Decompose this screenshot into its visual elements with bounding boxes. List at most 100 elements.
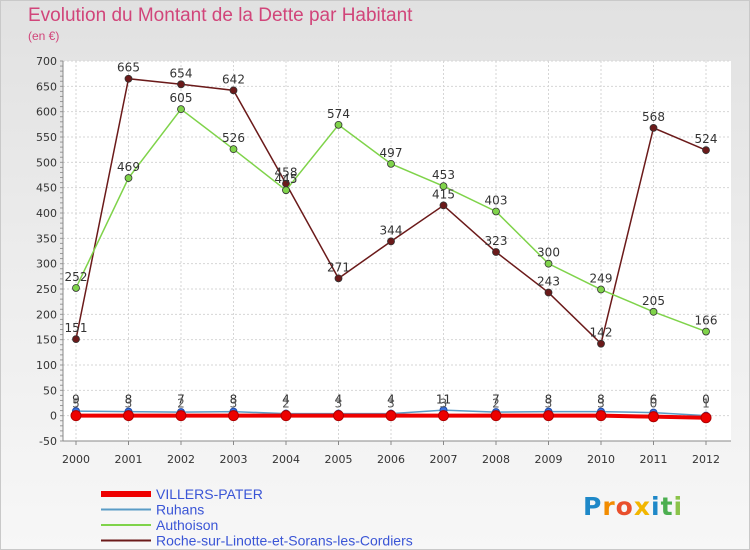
data-point xyxy=(334,274,343,283)
data-point xyxy=(229,145,238,154)
y-tick-label: 100 xyxy=(36,359,57,372)
data-point xyxy=(282,186,290,195)
data-label: 9 xyxy=(72,393,80,407)
data-point xyxy=(123,410,134,422)
data-label: 3 xyxy=(440,397,448,411)
data-label: 469 xyxy=(117,160,140,174)
data-point xyxy=(702,327,710,336)
data-label: 243 xyxy=(537,275,560,289)
x-tick-label: 2002 xyxy=(167,453,195,466)
x-tick-label: 2004 xyxy=(272,453,300,466)
logo-letter: x xyxy=(633,492,651,521)
y-tick-label: 150 xyxy=(36,334,57,347)
logo-letter: i xyxy=(673,492,684,521)
data-point xyxy=(385,410,397,422)
x-tick-label: 2009 xyxy=(535,453,563,466)
data-point xyxy=(492,248,500,256)
data-label: 458 xyxy=(275,166,298,180)
data-point xyxy=(649,123,658,132)
data-label: 453 xyxy=(432,168,455,182)
data-label: 497 xyxy=(380,146,403,160)
data-point xyxy=(70,410,82,422)
data-label: 2 xyxy=(492,397,500,411)
x-tick-label: 2005 xyxy=(325,453,353,466)
data-label: 7 xyxy=(177,393,185,407)
data-label: 3 xyxy=(597,397,605,411)
y-tick-label: 0 xyxy=(50,410,57,423)
data-label: 3 xyxy=(335,397,343,411)
data-point xyxy=(124,74,133,83)
logo-letter: r xyxy=(602,492,616,521)
data-point xyxy=(700,412,712,424)
data-point xyxy=(544,288,553,297)
data-point xyxy=(177,80,185,89)
data-label: 5 xyxy=(72,397,80,411)
data-point xyxy=(544,259,553,268)
data-label: 2 xyxy=(177,397,185,411)
data-label: 4 xyxy=(282,393,290,407)
data-label: 151 xyxy=(65,321,88,335)
data-point xyxy=(490,410,502,422)
data-point xyxy=(438,410,449,422)
data-label: 665 xyxy=(117,61,140,75)
legend-label: Ruhans xyxy=(156,502,204,518)
data-label: 654 xyxy=(170,66,193,80)
data-label: 568 xyxy=(642,110,665,124)
logo-letter: o xyxy=(615,492,634,521)
data-point xyxy=(649,307,658,316)
data-label: 642 xyxy=(222,72,245,86)
data-label: 3 xyxy=(545,397,553,411)
data-label: 271 xyxy=(327,260,350,274)
data-label: 300 xyxy=(537,246,560,260)
logo-letter: t xyxy=(660,492,674,521)
data-point xyxy=(334,120,343,129)
data-point xyxy=(492,207,500,216)
data-label: 526 xyxy=(222,131,245,145)
data-label: 8 xyxy=(230,393,238,407)
x-tick-label: 2000 xyxy=(62,453,90,466)
data-label: 166 xyxy=(695,314,718,328)
chart-title: Evolution du Montant de la Dette par Hab… xyxy=(28,5,413,26)
data-point xyxy=(72,335,80,344)
data-label: 4 xyxy=(335,393,343,407)
data-label: 6 xyxy=(650,393,658,407)
data-label: 252 xyxy=(65,270,88,284)
x-tick-label: 2007 xyxy=(430,453,458,466)
x-tick-label: 2010 xyxy=(587,453,615,466)
data-point xyxy=(597,339,605,348)
data-label: 0 xyxy=(702,393,710,407)
data-point xyxy=(280,410,292,422)
data-label: 323 xyxy=(485,234,508,248)
y-tick-label: 500 xyxy=(36,156,57,169)
legend-label: VILLERS-PATER xyxy=(156,486,263,502)
y-tick-label: 450 xyxy=(36,182,57,195)
y-tick-label: 400 xyxy=(36,207,57,220)
y-tick-label: 350 xyxy=(36,232,57,245)
data-label: 8 xyxy=(545,393,553,407)
y-tick-label: 650 xyxy=(36,80,57,93)
data-label: 205 xyxy=(642,294,665,308)
data-label: 3 xyxy=(125,397,133,411)
data-label: 4 xyxy=(387,393,395,407)
x-tick-label: 2008 xyxy=(482,453,510,466)
data-label: 445 xyxy=(275,172,298,186)
y-tick-label: 300 xyxy=(36,258,57,271)
x-tick-label: 2012 xyxy=(692,453,720,466)
y-tick-label: 200 xyxy=(36,308,57,321)
data-label: 1 xyxy=(702,397,710,411)
legend-label: Authoison xyxy=(156,517,218,533)
data-point xyxy=(177,105,185,114)
data-point xyxy=(175,410,187,422)
y-tick-label: 700 xyxy=(36,55,57,68)
data-point xyxy=(439,182,448,191)
logo-letter: i xyxy=(651,492,661,521)
data-point xyxy=(333,410,344,422)
data-label: 8 xyxy=(597,393,605,407)
data-label: 7 xyxy=(492,393,500,407)
data-label: 8 xyxy=(125,393,133,407)
x-tick-label: 2006 xyxy=(377,453,405,466)
x-tick-label: 2001 xyxy=(115,453,143,466)
data-point xyxy=(597,285,605,294)
data-label: 249 xyxy=(590,272,613,286)
logo-letter: P xyxy=(583,492,603,521)
